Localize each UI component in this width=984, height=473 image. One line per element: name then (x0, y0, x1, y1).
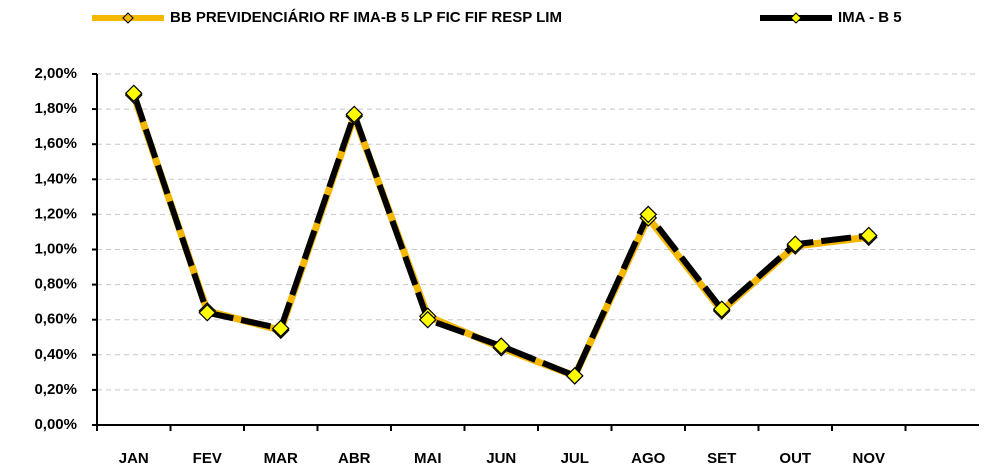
marker (198, 303, 217, 322)
y-tick-label: 0,40% (34, 346, 77, 363)
x-tick-label: MAR (264, 450, 298, 467)
marker (712, 300, 731, 319)
marker (124, 84, 143, 103)
y-tick-label: 1,00% (34, 240, 77, 257)
y-tick-label: 0,80% (34, 276, 77, 293)
x-tick-label: ABR (338, 450, 371, 467)
marker (639, 205, 658, 224)
x-tick-label: MAI (414, 450, 442, 467)
x-tick-label: NOV (852, 450, 885, 467)
legend-label: BB PREVIDENCIÁRIO RF IMA-B 5 LP FIC FIF … (170, 9, 562, 26)
x-tick-label: SET (707, 450, 736, 467)
y-tick-label: 1,40% (34, 170, 77, 187)
y-tick-label: 0,60% (34, 311, 77, 328)
legend-marker (122, 12, 134, 24)
series-line (130, 93, 870, 380)
marker (565, 367, 584, 385)
y-tick-label: 1,80% (34, 100, 77, 117)
x-tick-label: JUL (561, 450, 589, 467)
x-tick-label: AGO (631, 450, 666, 467)
legend-marker (790, 12, 802, 24)
marker (859, 226, 878, 245)
y-tick-label: 1,20% (34, 205, 77, 222)
legend-label: IMA - B 5 (838, 9, 902, 26)
y-tick-label: 2,00% (34, 65, 77, 82)
y-tick-label: 0,00% (34, 416, 77, 433)
series-line (130, 92, 870, 379)
marker (786, 235, 805, 254)
marker (492, 337, 511, 355)
marker (345, 105, 364, 124)
y-tick-label: 1,60% (34, 135, 77, 152)
y-tick-label: 0,20% (34, 381, 77, 398)
marker (418, 310, 437, 329)
x-tick-label: FEV (193, 450, 222, 467)
marker (271, 319, 290, 338)
x-tick-label: OUT (779, 450, 811, 467)
x-tick-label: JAN (119, 450, 149, 467)
x-tick-label: JUN (486, 450, 516, 467)
